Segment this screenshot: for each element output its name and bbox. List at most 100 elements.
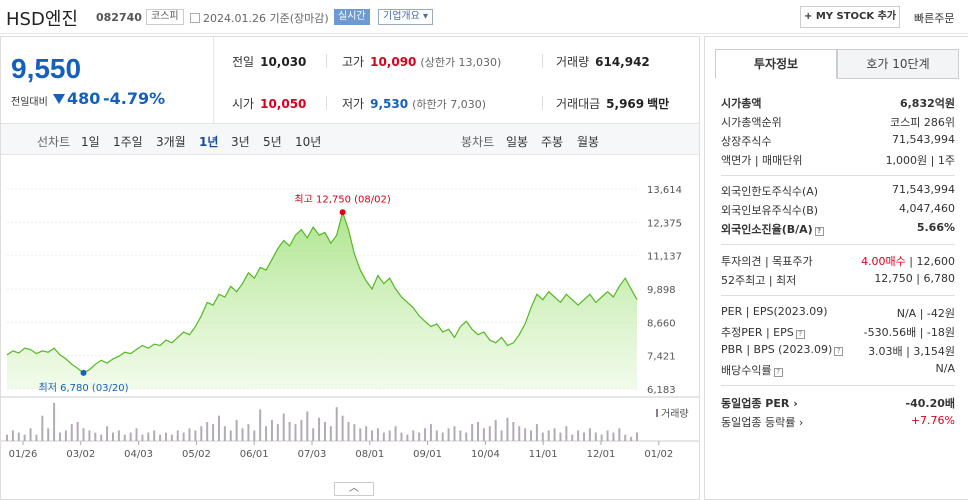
company-info-dropdown[interactable]: 기업개요 ▾ xyxy=(378,9,433,25)
volume-bar xyxy=(282,413,285,441)
change-percent: -4.79% xyxy=(103,89,166,108)
chart-period-tabs: 선차트 1일 1주일 3개월 1년 3년 5년 10년 봉차트 일봉 주봉 월봉 xyxy=(1,123,699,155)
stat-amount: 거래대금 5,969 백만 xyxy=(556,95,669,112)
volume-bar xyxy=(583,432,586,441)
row-label: 외국인한도주식수(A) xyxy=(721,185,819,198)
price-chart[interactable]: 13,614 12,375 11,137 9,898 8,660 7,421 6,183 최고… xyxy=(1,155,699,500)
volume-bar xyxy=(335,407,338,441)
row-label-text: 배당수익률 xyxy=(721,364,772,377)
volume-bar xyxy=(306,411,309,441)
tab-3m[interactable]: 3개월 xyxy=(156,135,186,149)
price-panel: 9,550 전일대비 480 -4.79% 전일 10,030 고가 10,090(… xyxy=(0,36,700,500)
volume-bar xyxy=(276,424,279,441)
volume-bar xyxy=(206,422,209,441)
stat-value: 10,050 xyxy=(260,97,307,111)
row-value: 1,000원 | 1주 xyxy=(885,154,955,167)
change-amount: 480 xyxy=(67,89,101,108)
volume-bar xyxy=(400,432,403,441)
x-tick-label: 10/04 xyxy=(471,449,500,460)
volume-bar xyxy=(482,428,485,441)
row-label[interactable]: 동일업종 등락률 › xyxy=(721,416,804,429)
volume-bar xyxy=(465,432,468,441)
realtime-badge[interactable]: 실시간 xyxy=(334,9,370,25)
volume-bar xyxy=(418,432,421,441)
help-icon[interactable]: ? xyxy=(773,368,783,377)
volume-bar xyxy=(435,430,438,441)
tab-monthly[interactable]: 월봉 xyxy=(577,135,600,149)
down-arrow-icon xyxy=(53,94,65,104)
volume-bar xyxy=(524,428,527,441)
help-icon[interactable]: ? xyxy=(834,347,844,356)
divider xyxy=(721,385,955,386)
volume-bar xyxy=(541,432,544,441)
stat-label: 저가 xyxy=(342,97,365,111)
invest-tabs: 투자정보 호가 10단계 xyxy=(715,49,959,79)
tab-1y[interactable]: 1년 xyxy=(199,135,219,149)
x-tick-label: 01/26 xyxy=(9,449,38,460)
volume-bar xyxy=(494,419,497,441)
tab-weekly[interactable]: 주봉 xyxy=(541,135,564,149)
volume-bar xyxy=(471,424,474,441)
market-cap-group: 시가총액 6,832억원 시가총액순위 코스피 286위 상장주식수 71,543,9… xyxy=(721,93,955,169)
volume-bar xyxy=(535,424,538,441)
opinion-value: 4.00매수 xyxy=(861,255,906,268)
valuation-group: PER | EPS(2023.09) N/A | -42원 추정PER | EPS… xyxy=(721,303,955,379)
tab-invest-info[interactable]: 투자정보 xyxy=(715,49,837,79)
row-opinion: 투자의견 | 목표주가 4.00매수 | 12,600 xyxy=(721,251,955,270)
change-value: 480 xyxy=(53,89,100,108)
volume-bar xyxy=(500,430,503,441)
volume-bar xyxy=(64,430,67,441)
divider xyxy=(542,54,543,68)
tab-daily[interactable]: 일봉 xyxy=(506,135,529,149)
tab-1d[interactable]: 1일 xyxy=(81,135,100,149)
row-per: PER | EPS(2023.09) N/A | -42원 xyxy=(721,303,955,322)
volume-bar xyxy=(577,430,580,441)
row-label-text: 동일업종 PER xyxy=(721,397,790,410)
invest-panel: 투자정보 호가 10단계 시가총액 6,832억원 시가총액순위 코스피 286위 … xyxy=(704,36,968,500)
volume-bar xyxy=(76,422,79,441)
stock-code: 082740 xyxy=(96,11,142,24)
add-my-stock-button[interactable]: + MY STOCK 추가 xyxy=(800,6,900,28)
volume-bar xyxy=(453,426,456,441)
y-tick-label: 13,614 xyxy=(647,185,682,196)
volume-bar xyxy=(300,419,303,441)
row-label: 배당수익률? xyxy=(721,362,783,378)
row-label: 외국인보유주식수(B) xyxy=(721,204,819,217)
volume-legend-swatch xyxy=(656,409,658,417)
volume-bar xyxy=(270,419,273,441)
change-label: 전일대비 xyxy=(11,97,48,108)
volume-bar xyxy=(123,434,126,441)
volume-bar xyxy=(394,426,397,441)
row-foreign-ratio: 외국인소진율(B/A)? 5.66% xyxy=(721,219,955,238)
volume-bar xyxy=(117,430,120,441)
x-tick-label: 03/02 xyxy=(66,449,95,460)
tab-5y[interactable]: 5년 xyxy=(263,135,282,149)
row-shares: 상장주식수 71,543,994 xyxy=(721,131,955,150)
volume-bar xyxy=(624,434,627,441)
row-label: PBR | BPS (2023.09)? xyxy=(721,343,844,356)
volume-bar xyxy=(253,430,256,441)
stock-header: HSD엔진 082740 코스피 2024.01.26 기준(장마감) 실시간 … xyxy=(0,0,968,34)
x-tick-label: 06/01 xyxy=(240,449,269,460)
row-label[interactable]: 동일업종 PER › xyxy=(721,397,798,410)
volume-bar xyxy=(388,430,391,441)
volume-bar xyxy=(376,428,379,441)
tab-10y[interactable]: 10년 xyxy=(295,135,322,149)
y-tick-label: 12,375 xyxy=(647,218,682,229)
volume-bar xyxy=(312,428,315,441)
help-icon[interactable]: ? xyxy=(814,227,824,236)
divider xyxy=(721,244,955,245)
volume-bar xyxy=(188,428,191,441)
row-label-text: 외국인소진율(B/A) xyxy=(721,223,813,236)
tab-3y[interactable]: 3년 xyxy=(231,135,250,149)
tab-order-book[interactable]: 호가 10단계 xyxy=(837,49,959,79)
divider xyxy=(326,96,327,110)
volume-bar xyxy=(141,434,144,441)
volume-bar xyxy=(94,432,97,441)
quick-order-link[interactable]: 빠른주문 xyxy=(914,12,955,25)
collapse-chart-button[interactable]: ︿ xyxy=(334,482,374,496)
help-icon[interactable]: ? xyxy=(795,330,805,339)
volume-bar xyxy=(35,434,38,441)
tab-1w[interactable]: 1주일 xyxy=(113,135,143,149)
volume-bar xyxy=(600,434,603,441)
